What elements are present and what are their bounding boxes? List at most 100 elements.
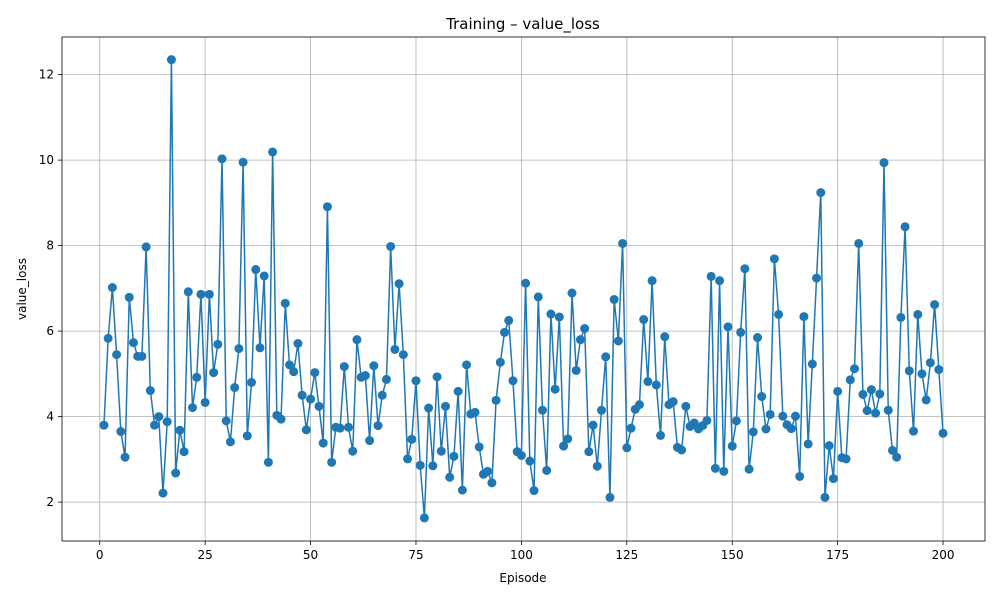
data-point <box>828 474 838 484</box>
data-point <box>411 376 421 386</box>
data-point <box>816 188 826 198</box>
x-tick-label: 0 <box>96 548 104 562</box>
data-point <box>626 423 636 433</box>
data-point <box>297 390 307 400</box>
data-point <box>681 401 691 411</box>
data-point <box>529 486 539 496</box>
data-point <box>263 457 273 467</box>
data-point <box>571 365 581 375</box>
data-point <box>141 242 151 252</box>
data-point <box>563 434 573 444</box>
data-point <box>900 222 910 232</box>
data-point <box>550 384 560 394</box>
data-point <box>99 420 109 430</box>
data-point <box>580 324 590 334</box>
data-point <box>183 287 193 297</box>
data-point <box>158 488 168 498</box>
data-point <box>145 386 155 396</box>
data-point <box>508 376 518 386</box>
data-point <box>613 336 623 346</box>
data-point <box>643 377 653 387</box>
data-point <box>301 425 311 435</box>
data-point <box>196 289 206 299</box>
data-point <box>293 339 303 348</box>
data-point <box>419 513 429 523</box>
data-point <box>398 350 408 360</box>
data-point <box>761 424 771 434</box>
data-point <box>128 338 138 348</box>
data-point <box>436 446 446 456</box>
data-point <box>221 416 231 426</box>
data-point <box>753 333 763 343</box>
data-point <box>887 445 897 455</box>
data-point <box>710 463 720 473</box>
y-tick-label: 2 <box>46 495 54 509</box>
data-point <box>234 344 244 354</box>
data-point <box>883 405 893 415</box>
data-point <box>453 386 463 396</box>
data-point <box>280 298 290 308</box>
plot-frame <box>61 36 986 542</box>
data-point <box>335 423 345 433</box>
data-point <box>440 401 450 411</box>
data-point <box>137 351 147 361</box>
data-point <box>310 368 320 378</box>
data-point <box>744 464 754 474</box>
data-point <box>715 276 725 286</box>
data-point <box>225 437 235 447</box>
data-point <box>103 333 113 343</box>
data-point <box>917 369 927 379</box>
data-point <box>390 344 400 354</box>
series-line <box>103 58 944 519</box>
data-point <box>344 422 354 432</box>
x-tick-label: 125 <box>615 548 638 562</box>
data-point <box>757 392 767 402</box>
y-tick-label: 10 <box>39 153 54 167</box>
data-point <box>284 360 294 370</box>
data-point <box>533 292 543 302</box>
data-point <box>474 442 484 452</box>
x-tick-label: 75 <box>408 548 423 562</box>
data-point <box>238 157 248 167</box>
data-point <box>567 288 577 298</box>
data-point <box>660 332 670 342</box>
data-point <box>651 380 661 390</box>
data-point <box>702 415 712 425</box>
series-layer <box>99 55 948 523</box>
data-point <box>200 398 210 407</box>
data-point <box>769 254 779 264</box>
data-point <box>251 265 261 275</box>
data-point <box>175 425 185 435</box>
data-point <box>820 492 830 502</box>
data-point <box>634 400 644 410</box>
data-point <box>807 359 817 369</box>
data-point <box>706 271 716 281</box>
data-point <box>124 292 134 302</box>
data-point <box>795 471 805 481</box>
data-point <box>449 451 459 461</box>
data-point <box>748 427 758 437</box>
data-point <box>171 468 181 478</box>
data-point <box>247 377 257 387</box>
data-point <box>116 427 126 437</box>
chart-title: Training – value_loss <box>445 15 600 34</box>
y-tick-label: 6 <box>46 324 54 338</box>
data-point <box>803 439 813 449</box>
data-point <box>217 154 227 164</box>
data-point <box>778 411 788 421</box>
data-point <box>192 372 202 382</box>
data-point <box>487 478 497 488</box>
data-point <box>209 368 219 378</box>
data-point <box>327 457 337 467</box>
data-point <box>314 401 324 411</box>
data-point <box>150 420 160 430</box>
data-point <box>483 466 493 476</box>
data-point <box>845 375 855 385</box>
data-point <box>154 412 164 422</box>
data-point <box>719 466 729 476</box>
data-point <box>858 389 868 399</box>
data-point <box>462 360 472 370</box>
data-point <box>799 312 809 322</box>
data-point <box>930 300 940 310</box>
data-point <box>841 454 851 464</box>
